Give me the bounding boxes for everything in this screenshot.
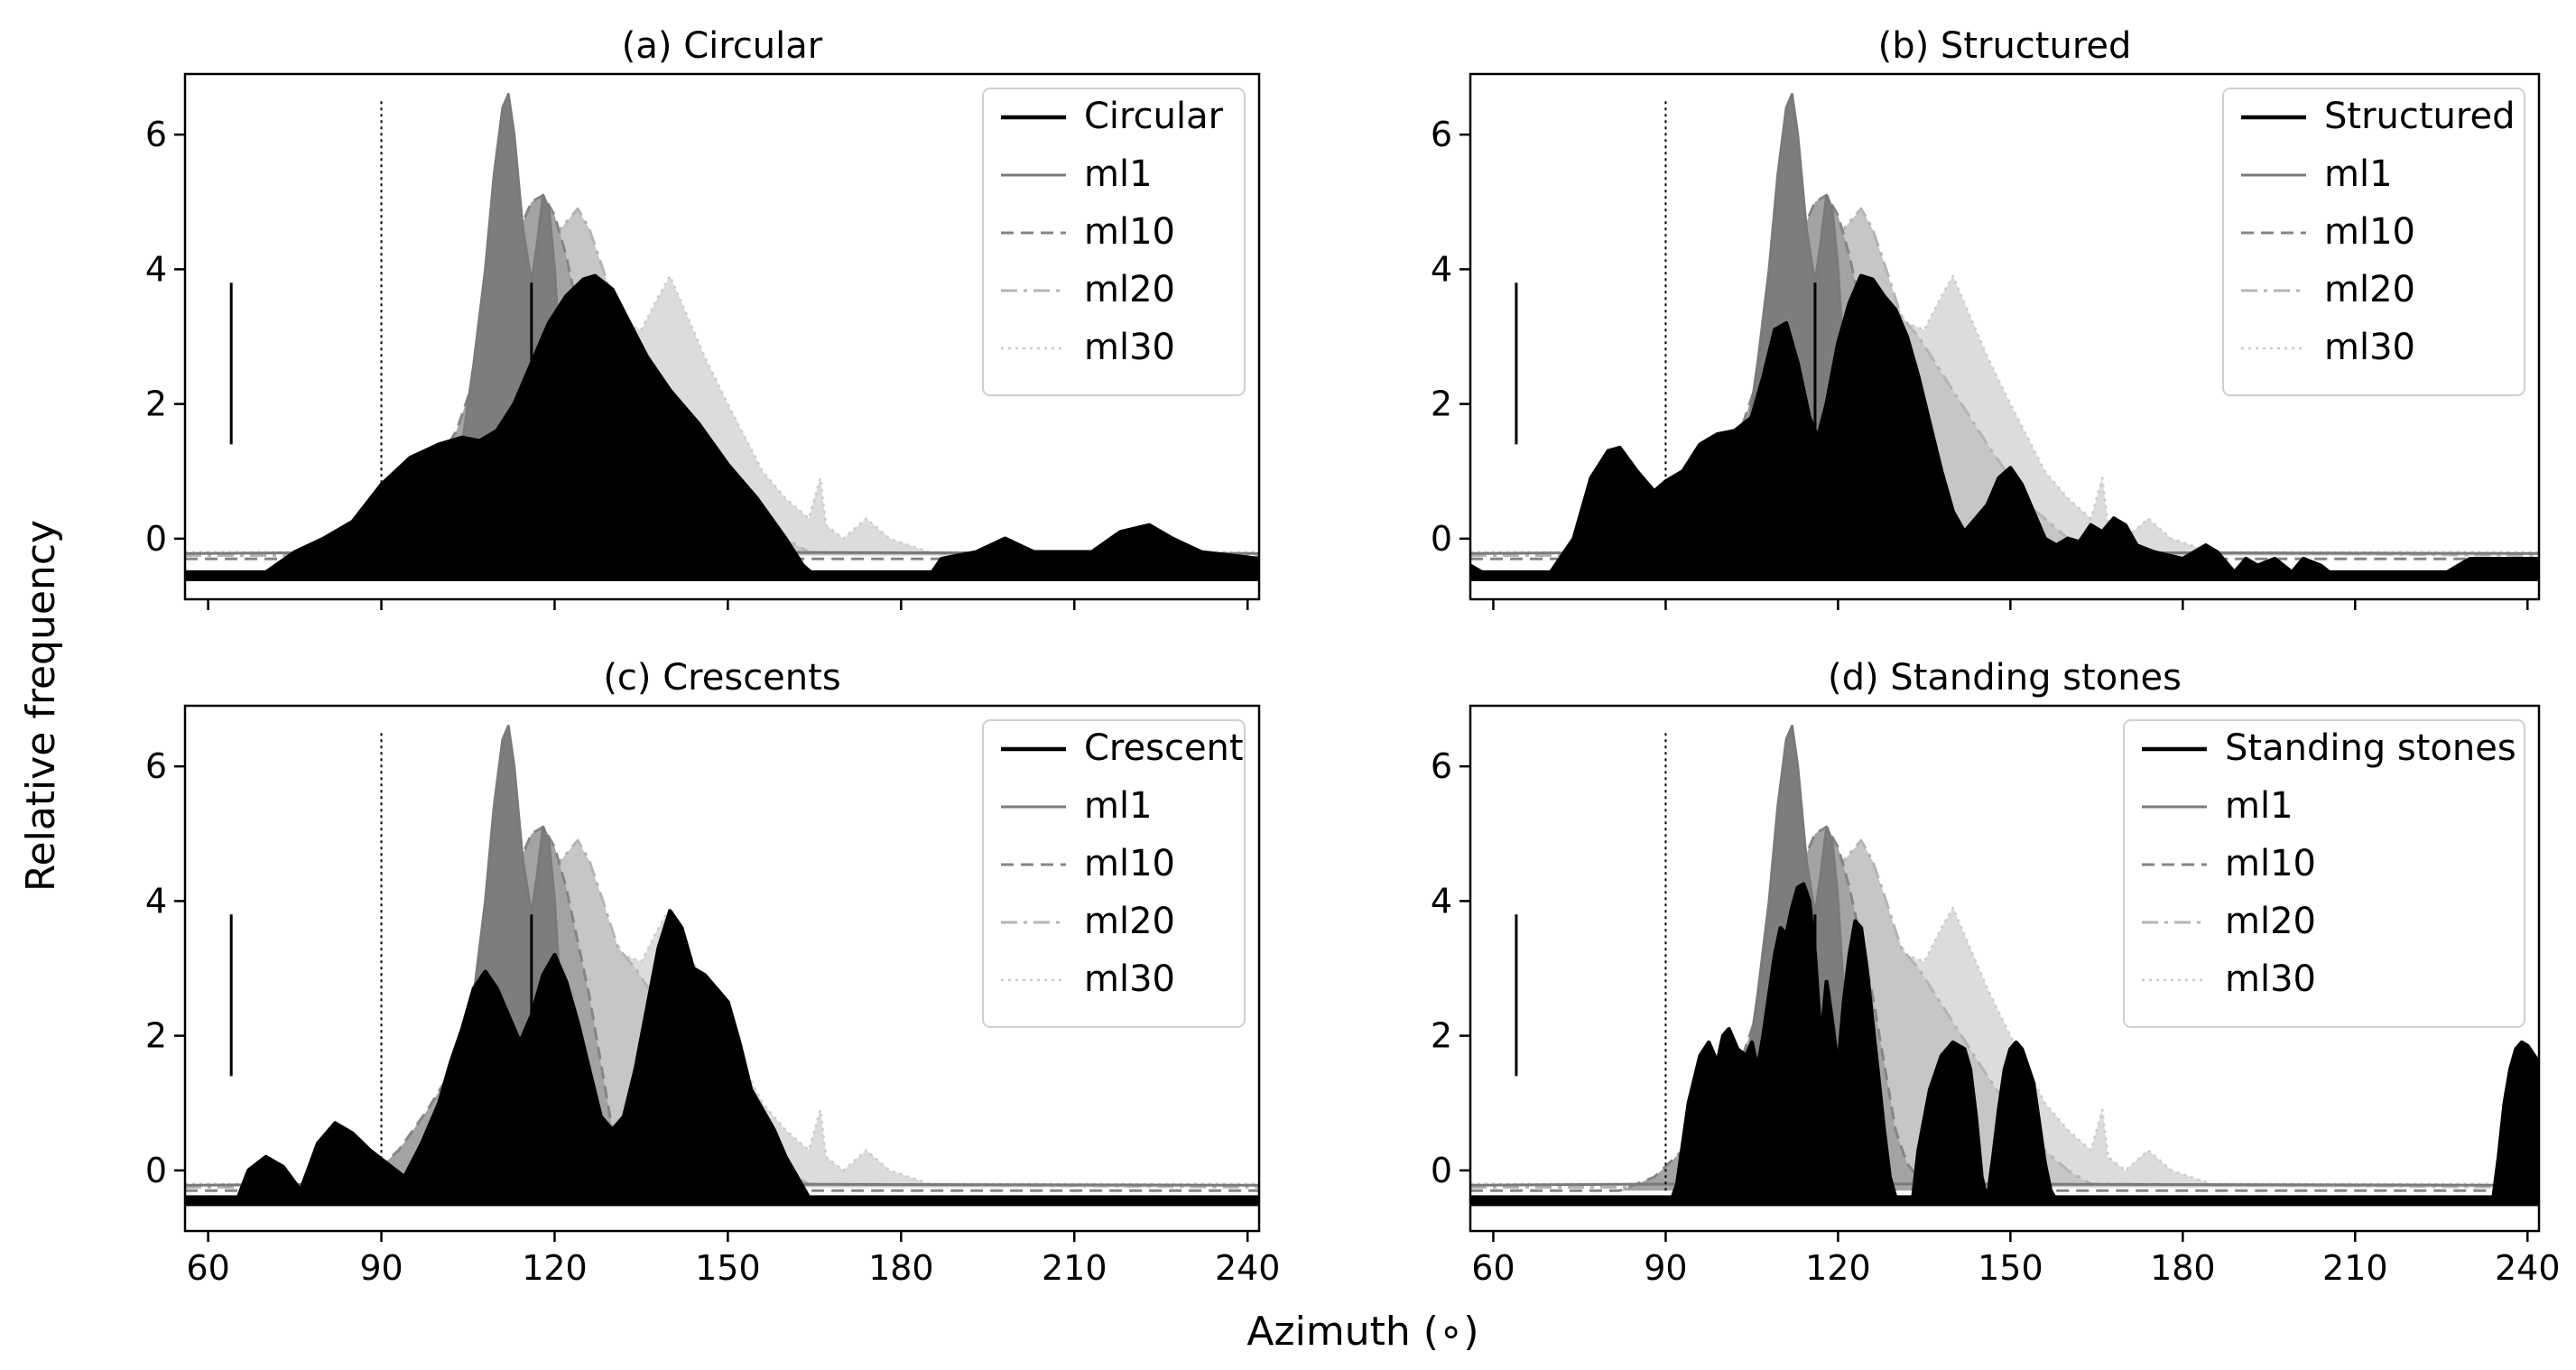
y-tick-label: 6 [145,746,167,786]
x-tick-label: 180 [868,1248,934,1288]
baseline-band [185,1195,1259,1207]
legend-label: ml20 [2324,269,2415,310]
y-tick-label: 0 [145,1151,167,1190]
y-tick-label: 2 [145,1016,167,1056]
y-tick-label: 4 [145,881,167,921]
x-tick-label: 150 [1978,1248,2043,1288]
legend-label: ml10 [2225,843,2316,884]
panel-title: (d) Standing stones [1828,657,2182,699]
legend-box [982,88,1246,396]
panel-1: (b) Structured 0 2 4 6 Structured ml1 ml10 ml20 m… [1431,25,2541,610]
legend-label: ml1 [1084,785,1153,827]
x-tick-label: 150 [695,1248,761,1288]
x-tick-label: 90 [1644,1248,1687,1288]
legend: Standing stones ml1 ml10 ml20 ml30 [2123,719,2525,1028]
line-ml30 [1470,906,2539,1186]
x-tick-label: 240 [1215,1248,1281,1288]
line-ml30 [1470,274,2539,554]
y-tick-label: 6 [1431,746,1452,786]
y-tick-label: 4 [1431,249,1452,289]
y-tick-label: 6 [1431,115,1452,154]
axes-frame [183,704,1261,1233]
panel-title: (b) Structured [1878,25,2132,67]
x-tick-label: 210 [1042,1248,1107,1288]
legend-label: ml30 [2324,327,2415,368]
y-tick-label: 0 [1431,519,1452,559]
y-tick-label: 2 [145,384,167,424]
legend-label: Structured [2324,96,2515,137]
legend-label: ml1 [2225,785,2293,827]
plot-area [185,724,1259,1207]
legend-box [982,719,1246,1028]
legend-label: ml10 [1084,843,1175,884]
x-tick-label: 210 [2322,1248,2388,1288]
legend: Structured ml1 ml10 ml20 ml30 [2222,88,2525,396]
axes-frame [1469,72,2541,601]
y-tick-label: 2 [1431,384,1452,424]
x-tick-label: 120 [522,1248,588,1288]
x-tick-label: 120 [1805,1248,1871,1288]
legend-label: Standing stones [2225,727,2516,769]
legend-label: ml30 [2225,958,2316,1000]
y-tick-label: 0 [1431,1151,1452,1190]
x-tick-label: 60 [186,1248,229,1288]
area-standing-stones [1470,884,2539,1201]
x-tick-label: 240 [2495,1248,2561,1288]
legend-label: ml10 [1084,211,1175,253]
y-tick-label: 4 [145,249,167,289]
y-axis-label: Relative frequency [18,520,64,892]
panel-title: (a) Circular [622,25,823,67]
line-ml30 [185,274,1259,554]
plot-area [1470,92,2539,581]
legend-box [2222,88,2525,396]
x-tick-label: 180 [2150,1248,2216,1288]
legend-label: Crescent [1084,727,1244,769]
line-structured [1470,273,2539,581]
area-circular [185,275,1259,576]
axes-frame [1469,704,2541,1233]
legend: Crescent ml1 ml10 ml20 ml30 [982,719,1246,1028]
baseline-band [1470,1195,2539,1207]
legend-label: ml1 [1084,153,1153,195]
legend-label: Circular [1084,96,1224,137]
plot-area [1470,724,2539,1207]
y-tick-label: 6 [145,115,167,154]
line-ml20 [1470,207,2539,557]
y-tick-label: 2 [1431,1016,1452,1056]
legend-box [2123,719,2525,1028]
legend-label: ml20 [1084,901,1175,942]
line-ml30 [185,906,1259,1186]
x-tick-label: 90 [359,1248,403,1288]
panel-2: (c) Crescents 60 90 120 150 180 210 240 0 2 4 6 Cres… [145,657,1281,1288]
legend-label: ml10 [2324,211,2415,253]
area-structured [1470,275,2539,579]
panel-title: (c) Crescents [603,657,840,699]
legend: Circular ml1 ml10 ml20 ml30 [982,88,1246,396]
legend-label: ml30 [1084,327,1175,368]
panel-0: (a) Circular 0 2 4 6 Circular ml1 ml10 ml20 ml30 [145,25,1261,610]
baseline-band [185,569,1259,581]
line-standing-stones [1470,882,2539,1203]
legend-label: ml20 [1084,269,1175,310]
baseline-band [1470,569,2539,581]
y-tick-label: 0 [145,519,167,559]
line-circular [185,273,1259,579]
x-tick-label: 60 [1471,1248,1515,1288]
area-crescent [185,911,1259,1201]
legend-label: ml20 [2225,901,2316,942]
y-tick-label: 4 [1431,881,1452,921]
line-ml20 [1470,838,2539,1189]
axes-frame [183,72,1261,601]
legend-label: ml30 [1084,958,1175,1000]
legend-label: ml1 [2324,153,2393,195]
x-axis-label: Azimuth (∘) [1246,1309,1478,1355]
plot-area [185,92,1259,581]
panel-3: (d) Standing stones 60 90 120 150 180 210 240 0 2… [1431,657,2561,1288]
line-crescent [185,909,1259,1203]
